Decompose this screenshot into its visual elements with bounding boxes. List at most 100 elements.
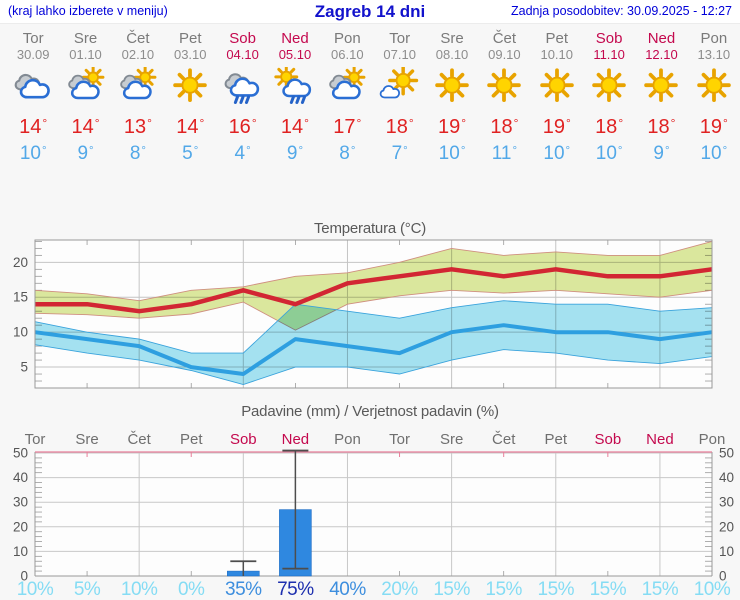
- max-temperature-value: 13°: [123, 116, 152, 138]
- cloudy-icon: [7, 62, 59, 111]
- precip-probability-label: 10%: [121, 579, 158, 600]
- precip-day-label: Pet: [180, 431, 203, 448]
- min-temperature-value: 8°: [339, 143, 356, 164]
- location-menu-hint: (kraj lahko izberete v meniju): [8, 4, 168, 18]
- precip-ytick-label-left: 0: [20, 569, 28, 584]
- partly-cloudy-icon: [112, 62, 164, 111]
- max-temperature-value: 14°: [280, 116, 309, 138]
- precip-ytick-label-right: 10: [719, 544, 734, 559]
- day-date-label: 09.10: [488, 47, 521, 62]
- temp-max-band-edge: [34, 240, 713, 302]
- precip-ytick-label-left: 30: [13, 495, 28, 510]
- rain-icon: [216, 62, 268, 111]
- min-temperature-value: 10°: [438, 143, 466, 164]
- temp-min-line: [34, 323, 713, 376]
- day-date-label: 04.10: [226, 47, 259, 62]
- forecast-grid: Tor 30.09 14° 10° Sre 01.10 14° 9° Čet 02.10 13° 8°…: [7, 30, 740, 167]
- sun-showers-icon: [269, 62, 321, 111]
- max-temperature-value: 19°: [542, 116, 571, 138]
- day-name-label: Pet: [178, 30, 202, 47]
- precip-ytick-label-left: 50: [13, 446, 28, 461]
- day-date-label: 07.10: [383, 47, 416, 62]
- precip-day-label: Ned: [646, 431, 674, 448]
- precip-ytick-label-right: 40: [719, 470, 734, 485]
- precip-day-label: Sre: [75, 431, 98, 448]
- forecast-day-column: Sob 04.10 16° 4°: [216, 30, 268, 167]
- temp-ytick-label: 10: [13, 325, 28, 340]
- page-title: Zagreb 14 dni: [314, 2, 426, 21]
- precip-plot-area: [35, 452, 712, 576]
- day-date-label: 11.10: [593, 47, 625, 62]
- max-temperature-value: 18°: [490, 116, 519, 138]
- temp-max-band-edge: [34, 289, 713, 331]
- forecast-day-column: Čet 02.10 13° 8°: [112, 30, 164, 167]
- temp-min-band: [35, 300, 712, 385]
- forecast-day-column: Tor 30.09 14° 10°: [7, 30, 59, 167]
- sunny-icon: [688, 62, 740, 111]
- temp-ytick-label: 15: [13, 290, 28, 305]
- temp-max-line: [35, 267, 713, 314]
- precip-probability-label: 20%: [381, 579, 418, 600]
- forecast-day-column: Sre 01.10 14° 9°: [59, 30, 111, 167]
- min-temperature-value: 9°: [286, 143, 304, 164]
- temperature-chart-title: Temperatura (°C): [314, 220, 426, 237]
- sunny-icon: [531, 62, 583, 111]
- precip-day-label: Tor: [25, 431, 46, 448]
- sunny-icon: [478, 62, 530, 111]
- min-temperature-value: 9°: [653, 143, 670, 164]
- max-temperature-value: 16°: [228, 116, 257, 138]
- day-date-label: 10.10: [540, 47, 574, 62]
- day-name-label: Čet: [492, 30, 517, 47]
- precip-probability-label: 15%: [433, 579, 470, 600]
- max-temperature-value: 18°: [385, 116, 414, 138]
- precip-day-label: Sob: [230, 431, 257, 448]
- precip-ytick-label-left: 40: [13, 470, 28, 485]
- precip-probability-label: 10%: [17, 579, 54, 600]
- day-name-label: Tor: [22, 30, 44, 47]
- max-temperature-value: 14°: [176, 116, 205, 138]
- temp-ytick-label: 5: [20, 360, 28, 375]
- min-temperature-value: 10°: [543, 143, 571, 164]
- precip-ytick-label-left: 20: [13, 519, 28, 534]
- sunny-icon: [426, 62, 478, 111]
- min-temperature-value: 4°: [234, 143, 251, 164]
- precip-day-label: Sob: [594, 431, 621, 448]
- forecast-day-column: Tor 07.10 18° 7°: [374, 30, 426, 167]
- precip-day-label: Pon: [699, 431, 726, 448]
- precipitation-chart-title: Padavine (mm) / Verjetnost padavin (%): [241, 403, 499, 420]
- precip-probability-label: 75%: [277, 579, 314, 600]
- temp-ytick-label: 20: [13, 255, 28, 270]
- precip-probability-label: 15%: [590, 579, 627, 600]
- max-temperature-value: 14°: [19, 116, 48, 138]
- precip-probability-label: 40%: [329, 579, 366, 600]
- precip-day-label: Sre: [440, 431, 463, 448]
- forecast-day-column: Sob 11.10 18° 10°: [583, 30, 635, 167]
- precip-day-label: Pet: [545, 431, 568, 448]
- precip-ytick-label-right: 20: [719, 519, 734, 534]
- forecast-day-column: Pet 10.10 19° 10°: [531, 30, 583, 167]
- day-name-label: Pet: [545, 30, 568, 47]
- forecast-day-column: Ned 05.10 14° 9°: [269, 30, 321, 167]
- precip-day-label: Pon: [334, 431, 361, 448]
- min-temperature-value: 11°: [491, 143, 518, 164]
- min-temperature-value: 10°: [595, 143, 623, 164]
- min-temperature-value: 5°: [182, 143, 199, 164]
- day-date-label: 06.10: [331, 47, 364, 62]
- last-update-label: Zadnja posodobitev: 30.09.2025 - 12:27: [510, 4, 732, 18]
- min-temperature-value: 7°: [391, 143, 408, 164]
- precip-ytick-label-right: 30: [719, 495, 734, 510]
- day-date-label: 01.10: [69, 47, 102, 62]
- precip-probability-label: 0%: [178, 579, 205, 600]
- max-temperature-value: 14°: [71, 116, 100, 138]
- forecast-day-column: Sre 08.10 19° 10°: [426, 30, 478, 167]
- max-temperature-value: 18°: [647, 116, 676, 138]
- partly-cloudy-icon: [59, 62, 111, 111]
- day-name-label: Sre: [440, 30, 464, 47]
- day-name-label: Tor: [389, 30, 411, 47]
- day-date-label: 05.10: [278, 47, 312, 62]
- day-date-label: 30.09: [16, 47, 50, 62]
- precip-probability-label: 5%: [74, 579, 101, 600]
- forecast-day-column: Pon 13.10 19° 10°: [688, 30, 740, 167]
